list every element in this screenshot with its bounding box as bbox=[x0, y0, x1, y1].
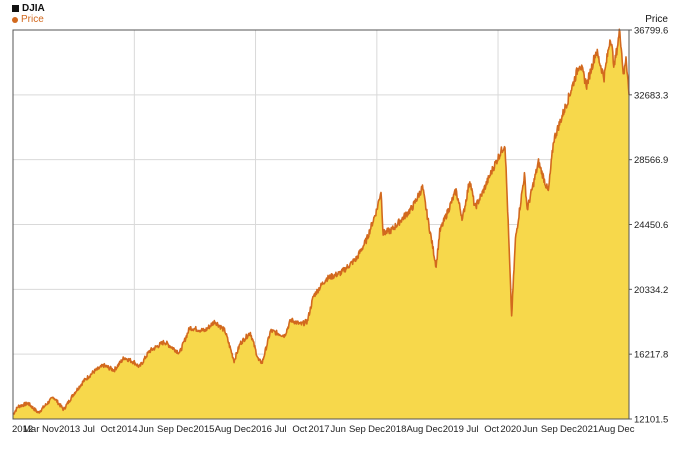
price-area bbox=[13, 29, 629, 419]
x-tick-label: Oct bbox=[292, 424, 307, 435]
x-tick-label: Dec bbox=[368, 424, 385, 435]
x-tick-label: Oct bbox=[484, 424, 499, 435]
legend-series-label: Price bbox=[21, 14, 44, 25]
price-line bbox=[12, 28, 630, 415]
x-tick-label: Sep bbox=[157, 424, 174, 435]
x-tick-label: Jul bbox=[275, 424, 287, 435]
legend-square-icon bbox=[12, 5, 19, 12]
x-tick-label: Sep bbox=[541, 424, 558, 435]
x-tick-label: Dec bbox=[560, 424, 577, 435]
legend-title: DJIA bbox=[22, 3, 45, 14]
legend-series-row[interactable]: Price bbox=[12, 14, 45, 25]
x-tick-label: Jul bbox=[83, 424, 95, 435]
legend: DJIA Price bbox=[12, 3, 45, 25]
x-tick-label: Dec bbox=[234, 424, 251, 435]
legend-title-row: DJIA bbox=[12, 3, 45, 14]
y-tick-label: 12101.5 bbox=[634, 415, 668, 426]
x-tick-label: Dec bbox=[618, 424, 635, 435]
x-tick-label: 2018 bbox=[385, 424, 406, 435]
x-tick-label: 2017 bbox=[308, 424, 329, 435]
x-tick-label: 2015 bbox=[193, 424, 214, 435]
legend-dot-icon bbox=[12, 16, 18, 23]
x-tick-label: 2013 bbox=[59, 424, 80, 435]
x-tick-label: Aug bbox=[215, 424, 232, 435]
y-tick-label: 16217.8 bbox=[634, 350, 668, 361]
y-tick-label: 28566.9 bbox=[634, 155, 668, 166]
x-tick-label: Aug bbox=[406, 424, 423, 435]
x-tick-label: 2012 bbox=[12, 424, 33, 435]
x-tick-label: Mar bbox=[23, 424, 39, 435]
x-tick-label: Dec bbox=[426, 424, 443, 435]
x-tick-label: 2019 bbox=[443, 424, 464, 435]
x-tick-label: Oct bbox=[101, 424, 116, 435]
x-tick-label: Jun bbox=[331, 424, 346, 435]
x-tick-label: Sep bbox=[349, 424, 366, 435]
x-tick-label: Dec bbox=[176, 424, 193, 435]
x-tick-label: 2020 bbox=[500, 424, 521, 435]
y-tick-label: 24450.6 bbox=[634, 220, 668, 231]
x-tick-label: Nov bbox=[42, 424, 59, 435]
x-tick-label: Jun bbox=[139, 424, 154, 435]
x-tick-label: Jul bbox=[466, 424, 478, 435]
y-tick-label: 20334.2 bbox=[634, 285, 668, 296]
y-axis-title: Price bbox=[645, 14, 668, 25]
x-tick-label: 2014 bbox=[117, 424, 138, 435]
y-tick-label: 32683.3 bbox=[634, 90, 668, 101]
y-axis-ticks: 12101.5 16217.8 20334.2 24450.6 28566.9 32683… bbox=[629, 26, 668, 426]
x-tick-label: 2016 bbox=[251, 424, 272, 435]
x-tick-label: Jun bbox=[522, 424, 537, 435]
x-tick-label: 2021 bbox=[577, 424, 598, 435]
y-tick-label: 36799.6 bbox=[634, 26, 668, 37]
x-tick-label: Aug bbox=[598, 424, 615, 435]
